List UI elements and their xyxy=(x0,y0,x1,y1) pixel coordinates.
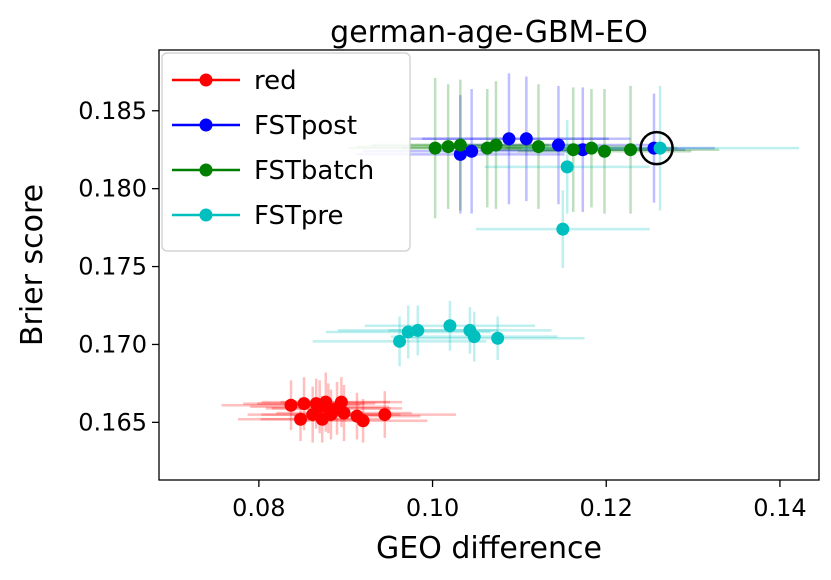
x-axis-title: GEO difference xyxy=(376,531,602,566)
point-red-12 xyxy=(337,406,351,420)
legend-entry-red: red xyxy=(172,66,297,96)
point-FSTpost-2 xyxy=(502,132,516,146)
point-FSTbatch-1 xyxy=(441,140,455,154)
point-FSTpre-9 xyxy=(653,141,667,155)
legend-marker-red xyxy=(199,73,213,87)
point-red-0 xyxy=(284,398,298,412)
point-FSTbatch-8 xyxy=(598,144,611,158)
point-FSTbatch-4 xyxy=(489,138,503,152)
point-FSTpre-0 xyxy=(393,334,407,348)
x-tick-label-2: 0.12 xyxy=(580,494,633,522)
point-red-2 xyxy=(297,397,311,411)
legend-marker-FSTpost xyxy=(199,118,213,132)
point-FSTbatch-2 xyxy=(453,138,467,152)
point-FSTpre-1 xyxy=(401,325,415,339)
point-FSTpost-3 xyxy=(519,132,533,146)
legend-entry-FSTbatch: FSTbatch xyxy=(172,156,374,186)
point-FSTbatch-6 xyxy=(566,143,580,157)
y-tick-label-3: 0.180 xyxy=(78,175,147,203)
legend-label-FSTbatch: FSTbatch xyxy=(254,156,374,186)
plot-frame xyxy=(158,49,820,481)
x-tick-label-0: 0.08 xyxy=(232,494,285,522)
x-tick-label-3: 0.14 xyxy=(753,494,806,522)
y-axis-title: Brier score xyxy=(15,184,50,346)
legend-label-FSTpre: FSTpre xyxy=(254,201,344,231)
legend: red FSTpost FSTbatch FSTpre xyxy=(161,52,411,252)
chart-title: german-age-GBM-EO xyxy=(330,15,648,50)
legend-marker-FSTbatch xyxy=(199,163,213,177)
point-FSTpre-8 xyxy=(560,160,574,174)
point-red-1 xyxy=(294,412,308,426)
legend-label-FSTpost: FSTpost xyxy=(254,111,357,141)
point-FSTbatch-0 xyxy=(428,141,442,155)
legend-entry-FSTpost: FSTpost xyxy=(172,111,357,141)
point-FSTpre-2 xyxy=(411,323,425,337)
y-tick-label-4: 0.185 xyxy=(78,97,147,125)
x-axis: 0.08 0.10 0.12 0.14 xyxy=(232,480,807,522)
y-axis: 0.165 0.170 0.175 0.180 0.185 xyxy=(78,97,159,436)
annotation-layer xyxy=(639,130,674,166)
x-tick-label-1: 0.10 xyxy=(406,494,459,522)
point-FSTbatch-5 xyxy=(532,140,545,154)
point-FSTpost-1 xyxy=(465,144,479,158)
point-FSTpre-3 xyxy=(443,319,457,333)
points-layer xyxy=(284,132,667,428)
point-FSTpost-4 xyxy=(551,138,565,152)
point-FSTbatch-9 xyxy=(624,143,638,157)
point-FSTpre-6 xyxy=(491,331,505,345)
point-red-14 xyxy=(356,414,370,428)
point-FSTpost-0 xyxy=(453,147,467,161)
point-FSTbatch-7 xyxy=(584,141,598,155)
legend-label-red: red xyxy=(254,66,297,96)
legend-marker-FSTpre xyxy=(199,208,213,222)
legend-entry-FSTpre: FSTpre xyxy=(172,201,344,231)
y-tick-label-2: 0.175 xyxy=(78,253,147,281)
highlight-circle-0 xyxy=(639,130,674,166)
point-FSTpre-7 xyxy=(556,222,570,236)
y-tick-label-0: 0.165 xyxy=(78,408,147,436)
point-red-11 xyxy=(334,395,348,409)
y-tick-label-1: 0.170 xyxy=(78,330,147,358)
point-FSTpre-5 xyxy=(467,330,481,344)
point-red-15 xyxy=(378,408,392,422)
legend-box xyxy=(161,52,411,252)
